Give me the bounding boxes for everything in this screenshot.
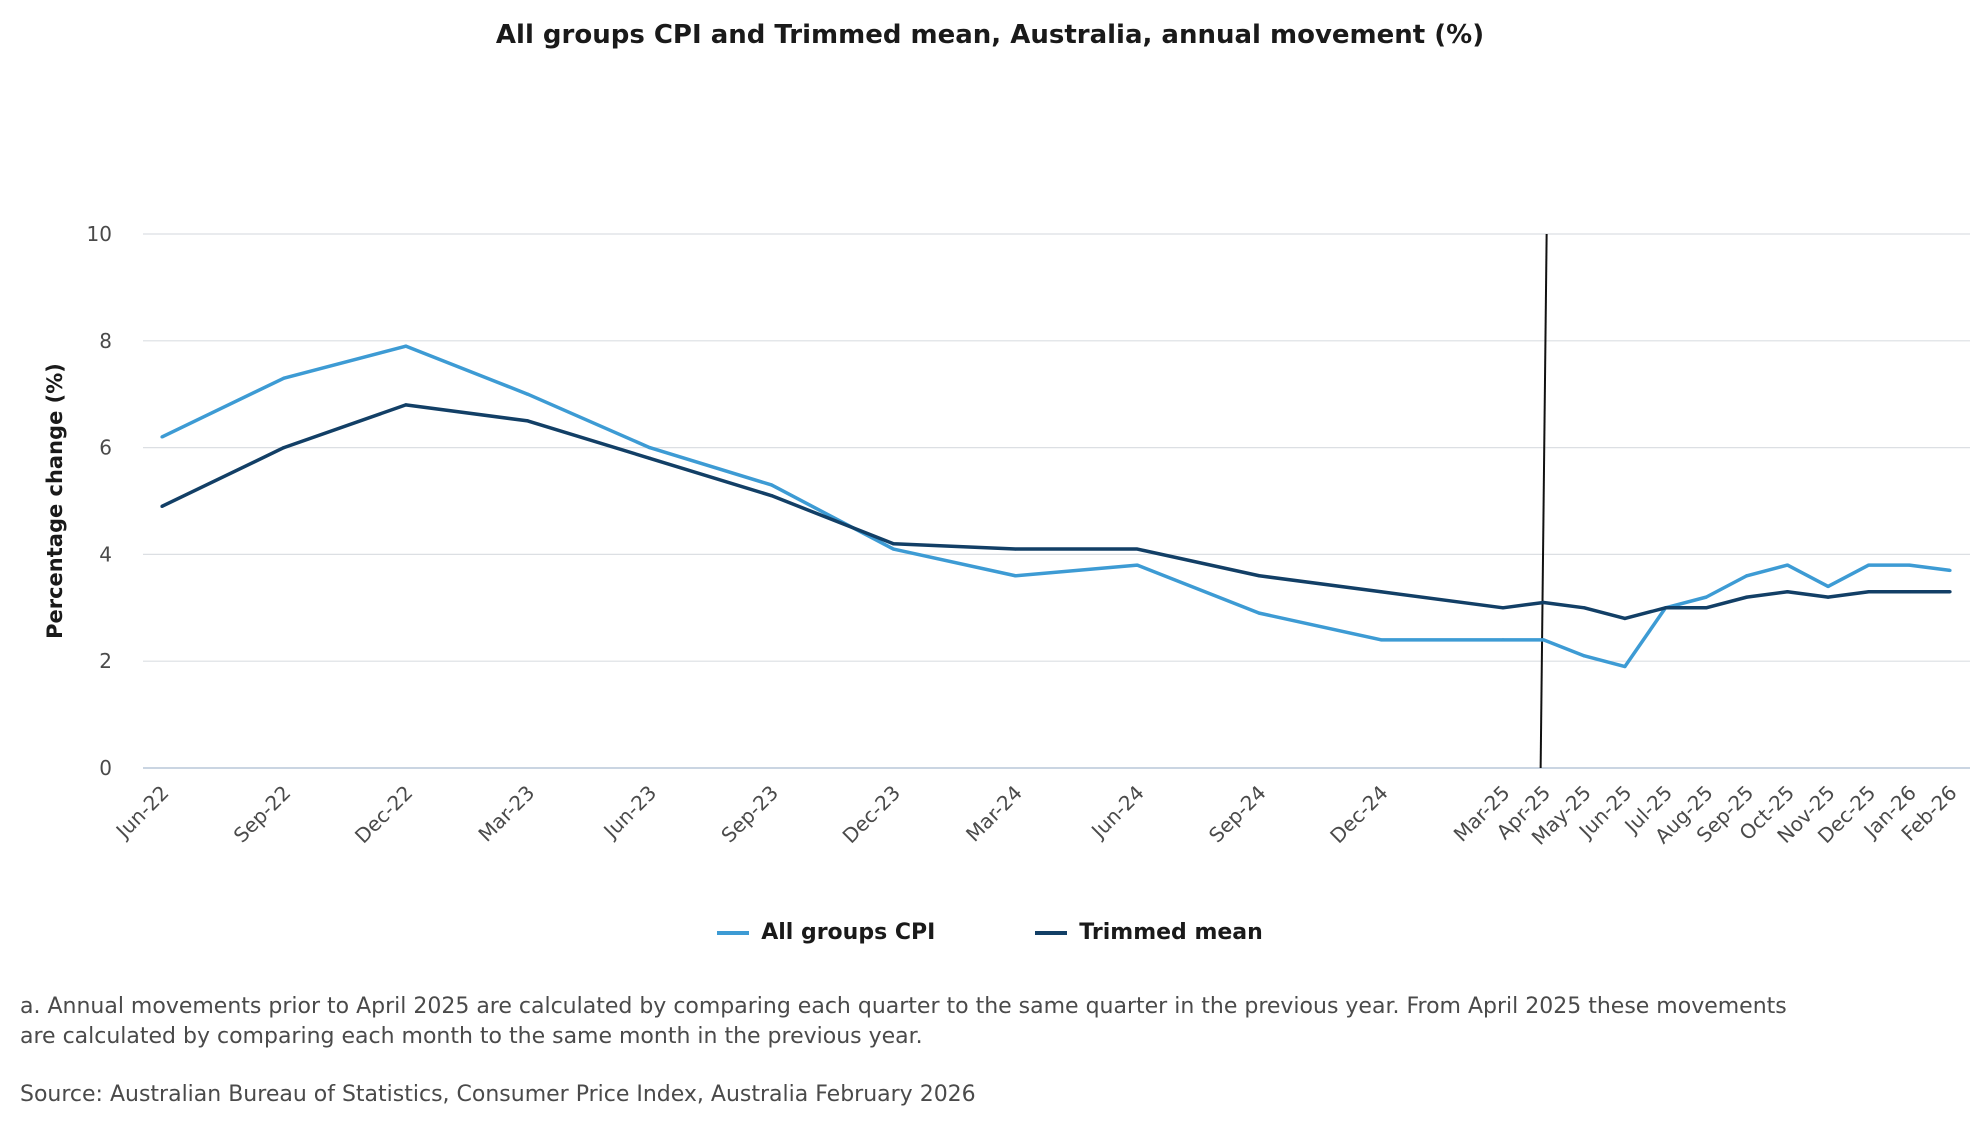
data-point-cpi	[1623, 664, 1627, 669]
data-point-trimmed-mean	[404, 403, 408, 407]
data-point-trimmed-mean	[1663, 606, 1668, 610]
data-point-trimmed-mean	[1826, 595, 1830, 599]
data-point-cpi	[1542, 638, 1546, 642]
data-point-cpi	[1501, 638, 1505, 642]
data-point-cpi	[891, 547, 896, 551]
data-point-cpi	[1745, 574, 1749, 578]
data-point-trimmed-mean	[1582, 606, 1586, 610]
data-point-trimmed-mean	[1867, 590, 1871, 594]
x-tick-label: Jun-24	[1085, 781, 1149, 845]
y-tick-label: 0	[99, 756, 112, 780]
legend-item-cpi[interactable]: All groups CPI	[717, 920, 935, 945]
data-point-trimmed-mean	[282, 446, 286, 450]
data-point-trimmed-mean	[648, 456, 652, 460]
x-tick-label: Dec-22	[350, 781, 417, 848]
data-point-trimmed-mean	[1542, 600, 1546, 605]
data-point-cpi	[1013, 574, 1017, 578]
x-tick-label: Mar-23	[473, 781, 539, 847]
x-tick-label: Sep-24	[1204, 781, 1271, 848]
y-tick-label: 4	[99, 542, 112, 566]
y-axis-title: Percentage change (%)	[43, 363, 67, 639]
x-tick-label: Mar-24	[961, 781, 1027, 847]
data-point-cpi	[1704, 595, 1708, 599]
data-point-trimmed-mean	[1745, 595, 1749, 599]
data-point-trimmed-mean	[1704, 606, 1708, 610]
data-point-trimmed-mean	[1013, 547, 1017, 551]
y-tick-label: 10	[87, 222, 112, 246]
data-point-cpi	[1257, 611, 1261, 615]
chart-legend: All groups CPI Trimmed mean	[0, 920, 1980, 945]
data-point-trimmed-mean	[769, 494, 774, 498]
y-tick-label: 6	[99, 436, 112, 460]
data-point-cpi	[1135, 563, 1139, 567]
data-point-cpi	[1379, 638, 1383, 642]
x-tick-label: Jun-22	[110, 781, 174, 845]
data-point-trimmed-mean	[1257, 574, 1261, 578]
legend-item-trimmed-mean[interactable]: Trimmed mean	[1035, 920, 1263, 945]
data-point-trimmed-mean	[1135, 547, 1139, 551]
x-tick-label: Sep-22	[229, 781, 296, 848]
data-point-cpi	[282, 376, 286, 380]
x-tick-label: Jun-23	[598, 781, 662, 845]
data-point-cpi	[526, 392, 530, 396]
chart-title: All groups CPI and Trimmed mean, Austral…	[495, 20, 1485, 50]
data-point-cpi	[769, 483, 774, 487]
footnote: a. Annual movements prior to April 2025 …	[20, 994, 1787, 1049]
data-point-cpi	[1826, 584, 1830, 589]
data-point-trimmed-mean	[160, 504, 164, 508]
data-point-cpi	[1948, 568, 1952, 573]
data-point-cpi	[160, 435, 164, 439]
data-point-cpi	[1785, 563, 1790, 567]
y-tick-label: 8	[99, 329, 112, 353]
methodology-break-line	[1539, 233, 1548, 769]
legend-swatch-cpi	[717, 930, 750, 935]
legend-swatch-trimmed-mean	[1035, 930, 1068, 935]
data-point-cpi	[1867, 563, 1871, 567]
data-point-trimmed-mean	[891, 542, 896, 546]
data-point-trimmed-mean	[1785, 590, 1790, 594]
data-point-trimmed-mean	[526, 419, 530, 423]
data-point-trimmed-mean	[1623, 616, 1627, 621]
series-line-trimmed-mean	[161, 403, 1950, 621]
data-point-trimmed-mean	[1907, 590, 1911, 594]
line-chart: 0 2 4 6 8 10 Percentage change (%) Jun-22 Sep-22…	[43, 222, 1970, 850]
x-tick-label: Dec-24	[1325, 781, 1392, 848]
y-tick-label: 2	[99, 649, 112, 673]
data-point-trimmed-mean	[1948, 590, 1952, 594]
legend-label-trimmed-mean: Trimmed mean	[1079, 920, 1263, 945]
data-point-cpi	[1582, 654, 1586, 658]
source-note: Source: Australian Bureau of Statistics,…	[20, 1082, 976, 1107]
legend-label-cpi: All groups CPI	[761, 920, 936, 945]
data-point-trimmed-mean	[1501, 606, 1505, 610]
data-point-cpi	[648, 446, 652, 450]
data-point-trimmed-mean	[1379, 590, 1383, 594]
x-tick-label: Sep-23	[716, 781, 783, 848]
data-point-cpi	[404, 344, 408, 348]
x-tick-label: Dec-23	[838, 781, 905, 848]
series-line-cpi	[161, 344, 1951, 669]
data-point-cpi	[1907, 563, 1911, 567]
